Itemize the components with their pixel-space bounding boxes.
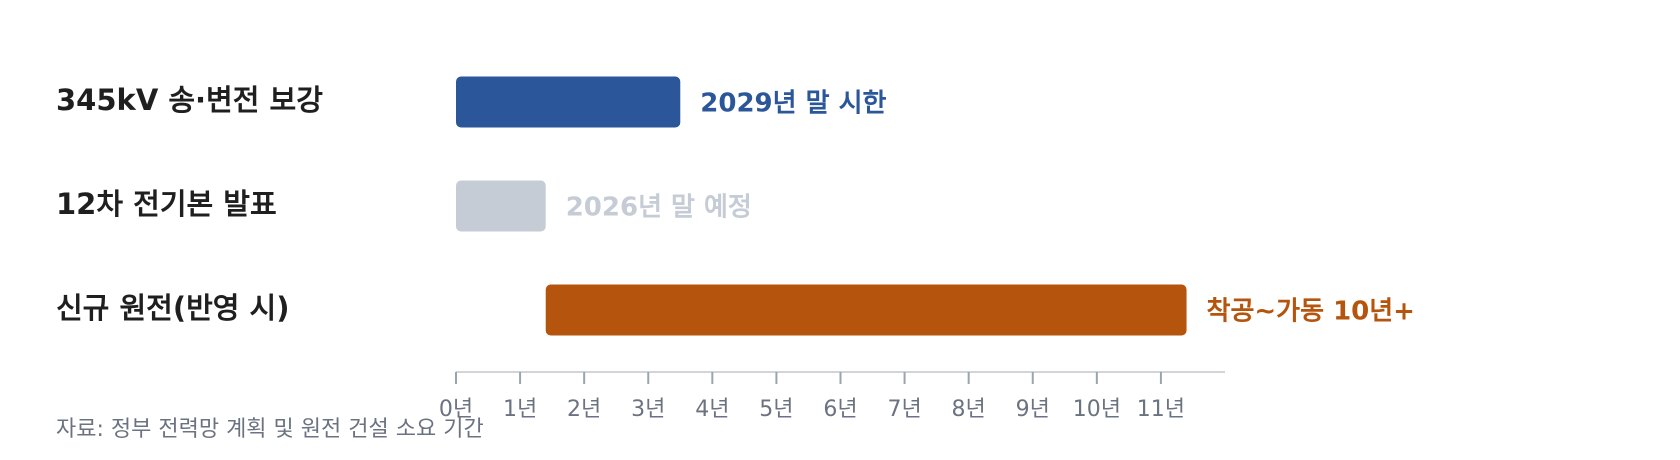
x-tick-label: 6년 bbox=[823, 397, 857, 422]
x-tick-label: 8년 bbox=[952, 397, 986, 422]
x-tick-label: 1년 bbox=[503, 397, 537, 422]
x-tick-label: 3년 bbox=[631, 397, 665, 422]
x-tick-label: 7년 bbox=[887, 397, 921, 422]
x-tick-label: 4년 bbox=[695, 397, 729, 422]
category-label: 12차 전기본 발표 bbox=[56, 187, 277, 221]
category-label: 345kV 송·변전 보강 bbox=[56, 83, 323, 117]
x-tick-label: 2년 bbox=[567, 397, 601, 422]
source-note: 자료: 정부 전력망 계획 및 원전 건설 소요 기간 bbox=[56, 417, 484, 442]
bar-annotation: 착공~가동 10년+ bbox=[1207, 297, 1415, 327]
bar-annotation: 2029년 말 시한 bbox=[700, 89, 886, 119]
bar bbox=[456, 76, 681, 128]
x-tick-label: 11년 bbox=[1137, 397, 1185, 422]
x-tick-label: 10년 bbox=[1073, 397, 1121, 422]
x-tick-label: 0년 bbox=[439, 397, 473, 422]
bar bbox=[545, 284, 1187, 336]
x-tick-label: 9년 bbox=[1016, 397, 1050, 422]
bar bbox=[456, 180, 546, 232]
category-label: 신규 원전(반영 시) bbox=[56, 291, 289, 325]
bar-annotation: 2026년 말 예정 bbox=[566, 193, 752, 223]
x-tick-label: 5년 bbox=[759, 397, 793, 422]
